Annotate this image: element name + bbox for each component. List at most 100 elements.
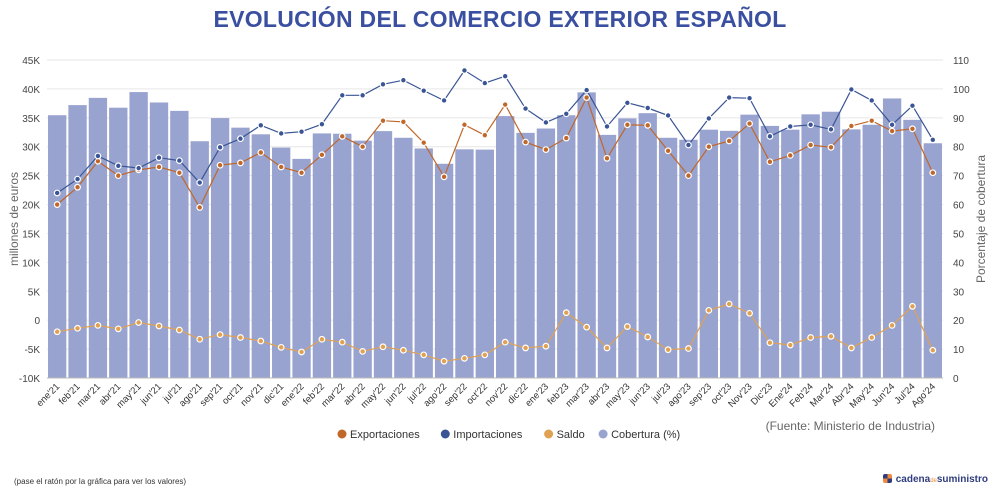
x-tick-label: jun'21 [138, 381, 164, 407]
importaciones-point [257, 121, 265, 129]
cobertura-bar [251, 134, 270, 378]
saldo-point [868, 334, 876, 341]
importaciones-point [216, 143, 224, 151]
saldo-point [114, 325, 122, 333]
exportaciones-point [440, 173, 448, 181]
y-right-tick: 60 [953, 201, 965, 212]
cobertura-bar [210, 118, 230, 378]
saldo-point [766, 339, 774, 347]
saldo-point [542, 342, 550, 350]
footnote: (pase el ratón por la gráfica para ver l… [14, 477, 187, 486]
exportaciones-point [114, 172, 122, 180]
x-tick-label: jun'22 [382, 381, 408, 407]
cobertura-bar [312, 133, 332, 378]
importaciones-point [562, 110, 570, 118]
saldo-point [685, 345, 692, 352]
exportaciones-point [583, 94, 591, 101]
exportaciones-point [929, 169, 937, 177]
importaciones-point [155, 154, 163, 162]
cobertura-bar [862, 124, 881, 378]
saldo-point [359, 348, 367, 355]
cobertura-bar [231, 127, 250, 378]
importaciones-line [56, 69, 934, 194]
importaciones-point [685, 141, 692, 149]
cobertura-bar [170, 110, 189, 378]
y-right-tick: 100 [953, 85, 970, 96]
cobertura-bars [48, 92, 942, 379]
importaciones-point [53, 189, 61, 197]
cobertura-bar [434, 163, 454, 378]
cobertura-bar [577, 92, 596, 379]
x-tick-label: sep'22 [442, 381, 469, 408]
y-right-tick: 80 [953, 143, 965, 154]
saldo-point [257, 337, 265, 345]
saldo-point [461, 354, 468, 362]
legend-marker-exportaciones [337, 429, 347, 439]
importaciones-point [359, 91, 367, 99]
importaciones-point [929, 136, 937, 144]
y-right-tick: 70 [953, 172, 965, 183]
x-tick-label: sep'21 [198, 381, 225, 408]
saldo-point [644, 333, 652, 341]
exportaciones-point [664, 147, 672, 155]
saldo-point [481, 351, 489, 359]
exportaciones-point [603, 154, 611, 162]
saldo-point [74, 324, 81, 332]
cobertura-bar [516, 132, 535, 378]
importaciones-point [501, 72, 509, 80]
saldo-point [909, 302, 916, 310]
y-left-tick: 25K [22, 172, 40, 183]
legend: Exportaciones Importaciones Saldo Cobertura… [337, 429, 680, 441]
x-tick-label: mar'22 [319, 381, 347, 409]
importaciones-point [888, 121, 896, 129]
saldo-point [583, 323, 591, 331]
cobertura-bar [658, 137, 678, 378]
importaciones-point [868, 97, 876, 104]
importaciones-point [94, 152, 102, 160]
x-tick-label: sep'23 [687, 381, 714, 408]
saldo-point [786, 341, 794, 349]
importaciones-point [461, 67, 468, 74]
cobertura-bar [455, 149, 474, 378]
cobertura-bar [760, 125, 780, 379]
legend-marker-cobertura [598, 429, 608, 439]
exportaciones-point [623, 121, 631, 129]
importaciones-point [746, 94, 753, 102]
exportaciones-point [827, 143, 835, 151]
y-left-tick: 45K [22, 56, 40, 67]
cobertura-bar [903, 119, 922, 378]
exportaciones-line [56, 96, 934, 209]
cobertura-bar [679, 139, 698, 378]
exportaciones-point [237, 159, 244, 167]
saldo-point [827, 332, 835, 340]
x-tick-label: ene'22 [279, 381, 307, 409]
exportaciones-point [888, 127, 896, 135]
y-right-tick: 10 [953, 345, 965, 356]
importaciones-point [603, 123, 611, 130]
y-right-tick: 20 [953, 316, 965, 327]
cobertura-bar [536, 128, 556, 378]
y-left-tick: 10K [22, 258, 40, 269]
y-right-tick: 50 [953, 229, 965, 240]
exportaciones-point [74, 183, 81, 191]
exportaciones-point [399, 118, 407, 126]
y-left-axis-title: millones de euros [7, 172, 21, 266]
saldo-point [94, 321, 102, 329]
saldo-point [379, 343, 387, 351]
exportaciones-point [461, 121, 468, 129]
x-tick-label: mar'21 [75, 381, 103, 409]
cobertura-bar [475, 149, 494, 378]
importaciones-point [522, 105, 529, 112]
saldo-point [420, 351, 428, 359]
cobertura-bar [740, 114, 759, 378]
y-right-tick: 30 [953, 287, 965, 298]
exportaciones-point [562, 134, 570, 142]
series-lines [53, 67, 937, 365]
cobertura-bar [48, 115, 67, 378]
exportaciones-point [725, 137, 733, 145]
y-left-tick: -5K [24, 345, 40, 356]
importaciones-point [725, 94, 733, 101]
importaciones-point [298, 128, 305, 136]
saldo-point [399, 346, 407, 354]
